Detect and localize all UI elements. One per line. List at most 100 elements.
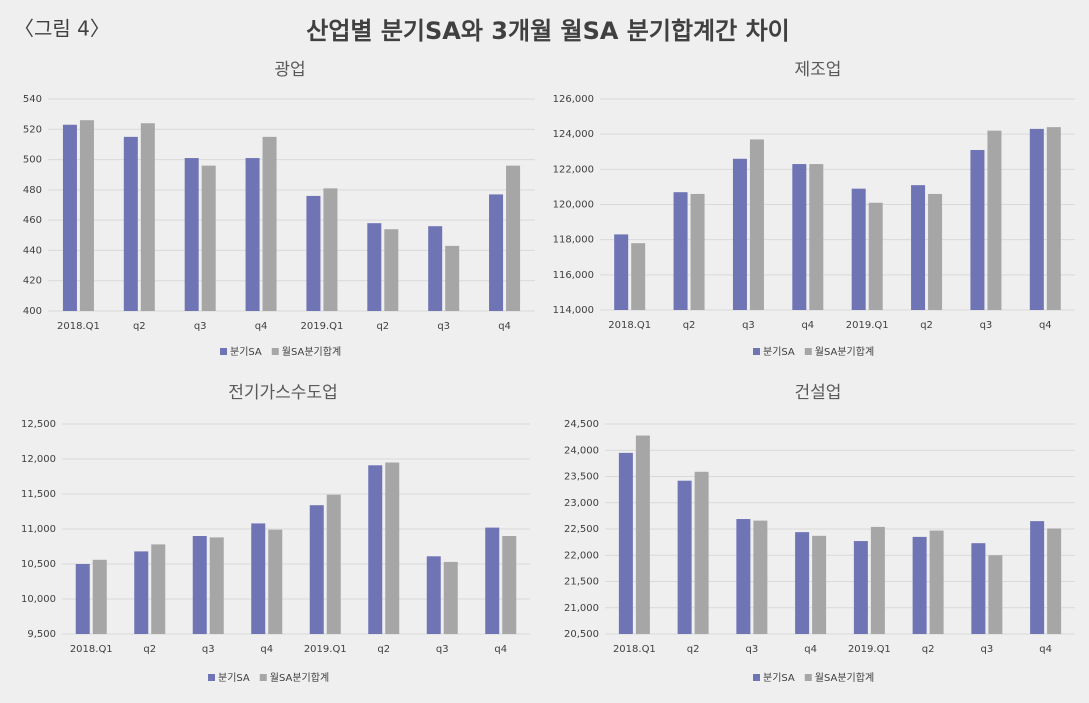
figure-label: 〈그림 4〉 [14, 17, 110, 41]
y-tick-label: 420 [23, 276, 42, 287]
bar [75, 564, 90, 634]
bar [911, 185, 926, 310]
bar [485, 527, 500, 634]
x-tick-label: q4 [494, 644, 507, 655]
bar [192, 536, 207, 634]
legend-swatch [753, 674, 760, 681]
legend-label: 분기SA [763, 672, 795, 684]
bar [268, 529, 283, 634]
x-tick-label: q3 [980, 320, 993, 331]
x-tick-label: q3 [194, 321, 207, 332]
bar [184, 158, 199, 311]
bar [506, 165, 521, 311]
bar [445, 245, 460, 311]
y-tick-label: 440 [23, 245, 42, 256]
chart-title: 광업 [274, 60, 305, 80]
x-tick-label: q4 [498, 321, 511, 332]
legend-label: 분기SA [763, 346, 795, 358]
y-tick-label: 24,000 [564, 445, 599, 456]
x-tick-label: q3 [742, 320, 755, 331]
bar [809, 164, 824, 310]
bar [251, 523, 266, 634]
x-tick-label: q3 [981, 644, 994, 655]
figure-title: 산업별 분기SA와 3개월 월SA 분기합계간 차이 [306, 17, 789, 45]
y-tick-label: 122,000 [553, 164, 594, 175]
bar [140, 123, 155, 311]
bar [970, 149, 985, 310]
y-tick-label: 22,000 [564, 550, 599, 561]
bar [443, 561, 458, 634]
y-tick-label: 114,000 [553, 305, 594, 316]
y-tick-label: 480 [23, 185, 42, 196]
bar [326, 494, 341, 634]
bar [384, 229, 399, 311]
y-tick-label: 124,000 [553, 129, 594, 140]
chart-title: 전기가스수도업 [228, 383, 337, 403]
x-tick-label: q3 [202, 644, 215, 655]
bar [385, 462, 400, 634]
bar [151, 544, 166, 634]
bar [262, 136, 277, 311]
y-tick-label: 500 [23, 155, 42, 166]
bar [368, 465, 383, 634]
bar [502, 536, 517, 634]
x-tick-label: q2 [376, 321, 389, 332]
y-tick-label: 118,000 [553, 235, 594, 246]
x-tick-label: q2 [133, 321, 146, 332]
bar [749, 139, 764, 310]
bar [868, 202, 883, 310]
x-tick-label: q2 [143, 644, 156, 655]
bar [987, 130, 1002, 310]
legend-swatch [208, 674, 215, 681]
bar [812, 535, 827, 634]
y-tick-label: 10,000 [21, 594, 56, 605]
x-tick-label: 2019.Q1 [304, 644, 347, 655]
legend-label: 분기SA [218, 672, 250, 684]
legend-label: 분기SA [230, 346, 262, 358]
x-tick-label: q4 [260, 644, 273, 655]
x-tick-label: q4 [1039, 644, 1052, 655]
y-tick-label: 10,500 [21, 559, 56, 570]
bar [489, 194, 504, 311]
bar [673, 192, 688, 310]
y-tick-label: 460 [23, 215, 42, 226]
chart-title: 제조업 [795, 60, 842, 80]
bar [1047, 528, 1062, 634]
bar [306, 195, 321, 311]
bar [677, 480, 692, 634]
bar [134, 551, 149, 634]
legend-swatch [259, 674, 267, 681]
x-tick-label: q2 [920, 320, 933, 331]
bar [323, 188, 338, 311]
x-tick-label: q2 [922, 644, 935, 655]
bar [753, 520, 768, 634]
x-tick-label: 2019.Q1 [848, 644, 891, 655]
y-tick-label: 20,500 [564, 629, 599, 640]
chart-title: 건설업 [795, 383, 842, 403]
legend-swatch [804, 674, 812, 681]
y-tick-label: 11,000 [21, 524, 56, 535]
y-tick-label: 22,500 [564, 524, 599, 535]
legend-label: 월SA분기합계 [815, 346, 874, 358]
bar [62, 124, 77, 311]
bar [1029, 128, 1044, 310]
y-tick-label: 120,000 [553, 200, 594, 211]
y-tick-label: 126,000 [553, 94, 594, 105]
legend-label: 월SA분기합계 [270, 672, 329, 684]
bar [1030, 521, 1045, 634]
bar [1046, 127, 1061, 310]
x-tick-label: q2 [687, 644, 700, 655]
x-tick-label: 2018.Q1 [70, 644, 113, 655]
y-tick-label: 520 [23, 124, 42, 135]
y-tick-label: 116,000 [553, 270, 594, 281]
bar [367, 223, 382, 311]
bar [912, 536, 927, 634]
legend-swatch [271, 348, 279, 355]
x-tick-label: q4 [255, 321, 268, 332]
bar [690, 193, 705, 310]
x-tick-label: 2018.Q1 [613, 644, 656, 655]
bar [426, 556, 441, 634]
y-tick-label: 540 [23, 94, 42, 105]
x-tick-label: q4 [801, 320, 814, 331]
